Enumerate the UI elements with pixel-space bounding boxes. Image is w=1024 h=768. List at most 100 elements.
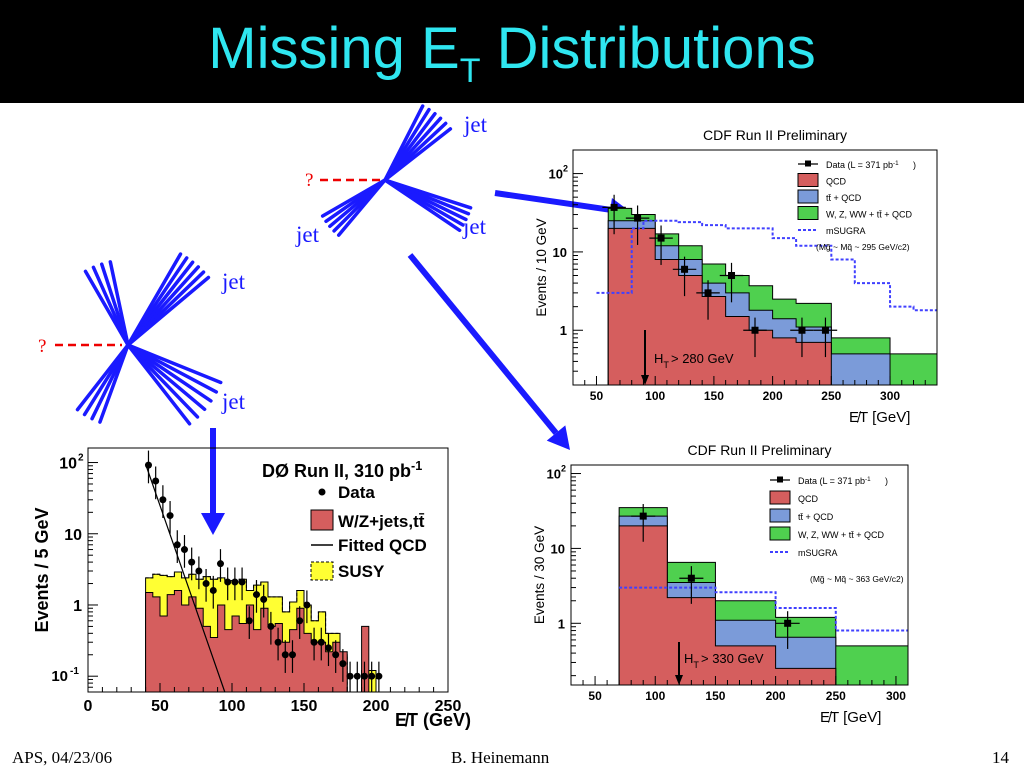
legend-label: QCD [798,494,819,504]
legend-swatch [769,526,791,541]
y-tick-label-exponent: 2 [561,464,566,474]
x-tick-label: 300 [880,389,900,403]
data-point [798,326,806,334]
chart-title: DØ Run II, 310 pb-1 [262,459,422,481]
legend-swatch [797,189,819,204]
unknown-particle-label: ? [38,336,46,357]
data-point [209,586,217,594]
legend-label: QCD [826,177,847,187]
legend-label: Data (L = 371 pb-1 [826,160,899,171]
data-point [346,672,354,680]
pointer-arrow [494,190,611,213]
legend-msugra-masses: (Mg̃ ~ Mq̃ ~ 295 GeV/c2) [816,242,910,252]
legend-label: W, Z, WW + tt̄ + QCD [798,530,885,540]
data-point [353,672,361,680]
data-point [368,672,376,680]
chart-title: CDF Run II Preliminary [703,127,847,143]
pointer-arrow [546,425,570,450]
data-point [252,591,260,599]
legend-label: W, Z, WW + tt̄ + QCD [826,210,913,220]
data-point [821,326,829,334]
y-tick-label: 10 [547,467,561,482]
legend-label: mSUGRA [826,226,866,236]
ht-cut-arrowhead [641,375,649,385]
x-tick-label: 200 [363,698,390,715]
legend-label: SUSY [338,562,385,581]
data-point [245,617,253,625]
x-tick-label: 150 [291,698,318,715]
data-point [360,672,368,680]
legend-susy-swatch [310,561,334,581]
ht-cut-label-value: > 280 GeV [671,351,734,366]
unknown-particle-label: ? [305,170,313,191]
x-axis-title: E̸T [GeV] [820,709,881,726]
x-tick-label: 0 [84,698,93,715]
data-point [231,578,239,586]
plot-frame [87,447,449,693]
data-point [216,560,224,568]
x-tick-label: 100 [645,389,665,403]
legend-background-swatch [310,509,334,531]
jet-label: jet [462,214,487,239]
data-point [317,638,325,646]
y-tick-label: 10 [551,541,565,556]
footer-page-number: 14 [992,748,1009,767]
jet-label: jet [221,269,246,294]
legend-data-marker [777,476,783,483]
data-point [339,660,347,668]
data-point [681,265,689,273]
data-point [704,289,712,297]
susy-outline [145,571,384,693]
y-tick-label: 1 [73,598,82,615]
y-tick-label: 10 [51,668,68,685]
y-tick-label-exponent: -1 [70,666,79,677]
data-point [260,595,268,603]
data-point [188,558,196,566]
data-point [281,651,289,659]
legend-swatch [769,490,791,505]
data-point [238,578,246,586]
data-point [728,271,736,279]
legend-label: tt̄ + QCD [798,512,834,522]
jet-label: jet [295,222,320,247]
data-point [144,461,152,469]
x-tick-label: 200 [763,389,783,403]
x-axis-title: E̸T (GeV) [395,710,471,730]
legend-data-marker [805,160,811,167]
data-point [152,477,160,485]
data-point [639,512,647,520]
y-axis-title: Events / 30 GeV [532,526,547,624]
legend-label: Fitted QCD [338,536,427,555]
data-point [296,617,304,625]
jet-label: jet [463,112,488,137]
msugra-line [596,219,937,312]
jet-label: jet [221,389,246,414]
legend-swatch [797,206,819,220]
data-point [375,672,383,680]
data-point [687,574,695,582]
legend-label: tt̄ + QCD [826,193,862,203]
title-bar [0,0,1024,103]
y-tick-label-exponent: 2 [563,164,568,174]
data-point [202,580,210,588]
jet-line-upper-left [83,269,130,347]
y-tick-label: 10 [59,456,77,473]
y-tick-label: 1 [560,323,567,338]
data-point [657,234,665,242]
ht-cut-label: HT [684,651,699,670]
x-tick-label: 150 [704,389,724,403]
x-tick-label: 200 [766,689,786,703]
pointer-arrow [201,513,225,535]
jet-line-left-lower [320,178,387,218]
y-axis-title: Events / 10 GeV [534,218,549,316]
legend-label: mSUGRA [798,548,838,558]
y-tick-label: 10 [64,527,82,544]
data-point [610,203,618,211]
y-axis-title: Events / 5 GeV [32,507,52,632]
footer-date: APS, 04/23/06 [12,748,113,767]
x-axis-title: E̸T [GeV] [849,409,910,426]
data-point [634,214,642,222]
x-tick-label: 300 [886,689,906,703]
legend-swatch [769,508,791,523]
